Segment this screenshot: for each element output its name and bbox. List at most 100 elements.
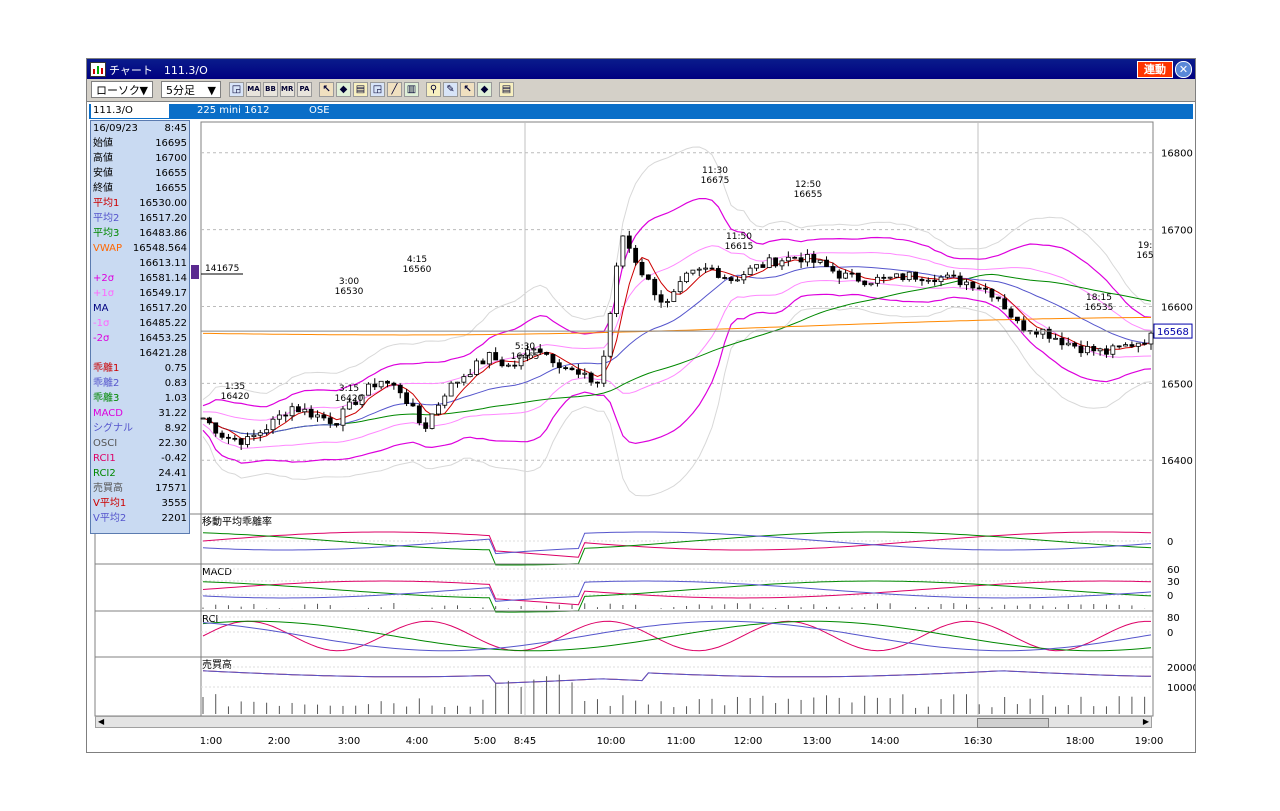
candle-body — [1148, 332, 1154, 345]
horizontal-scrollbar[interactable]: ◀ ▶ — [95, 716, 1152, 728]
candle-body — [620, 235, 626, 267]
candle-body — [378, 380, 384, 388]
candle-body — [512, 364, 518, 367]
value-row: MACD 31.22 — [93, 406, 187, 421]
value-number: 24.41 — [158, 468, 187, 479]
candle-body — [232, 437, 238, 440]
candle-body — [989, 288, 995, 298]
pointer-icon[interactable]: ✎ — [443, 82, 458, 97]
oscillator-line — [202, 531, 1152, 555]
chart-type-dropdown[interactable]: ローソク ▼ — [91, 81, 153, 98]
candle-body — [805, 254, 810, 263]
indicator-select-icon[interactable]: ◲ — [229, 82, 244, 97]
candle-body — [429, 413, 435, 429]
chevron-down-icon: ▼ — [139, 84, 148, 97]
value-row: V平均2 2201 — [93, 511, 187, 526]
compare-icon[interactable]: ▤ — [353, 82, 368, 97]
value-row: -2σ 16453.25 — [93, 331, 187, 346]
candle-body — [556, 362, 562, 369]
pa-button[interactable]: PA — [297, 82, 312, 97]
candle-body — [346, 401, 352, 410]
split-icon[interactable]: ▥ — [404, 82, 419, 97]
candle-body — [728, 277, 734, 281]
vwap-line — [203, 317, 1151, 336]
candle-body — [792, 256, 798, 259]
candle-body — [334, 423, 340, 426]
ma-button[interactable]: MA — [246, 82, 261, 97]
close-icon[interactable]: ✕ — [1175, 61, 1192, 78]
zoom-icon[interactable]: ◲ — [370, 82, 385, 97]
candle-body — [391, 382, 397, 386]
interval-value: 5分足 — [166, 84, 195, 97]
candle-body — [321, 414, 327, 419]
value-number: 16549.17 — [139, 288, 187, 299]
interval-dropdown[interactable]: 5分足 ▼ — [161, 81, 221, 98]
x-axis-label: 12:00 — [733, 736, 763, 747]
title-bar: チャート 111.3/O 連動 ✕ — [87, 59, 1195, 79]
value-row: 安値 16655 — [93, 166, 187, 181]
x-axis-label: 4:00 — [405, 736, 429, 747]
value-row: +2σ 16581.14 — [93, 271, 187, 286]
eraser-icon[interactable]: ↖ — [460, 82, 475, 97]
candle-body — [779, 260, 785, 267]
chart-area[interactable]: 16800167001660016500164001:35164203:0016… — [87, 59, 1195, 753]
price-annotation-time: 1:35 — [225, 382, 245, 392]
scroll-thumb[interactable] — [977, 718, 1049, 728]
candle-body — [1072, 342, 1078, 347]
value-row: 終値 16655 — [93, 181, 187, 196]
candle-body — [868, 282, 874, 286]
candle-icon[interactable]: ◆ — [336, 82, 351, 97]
line-tool-icon[interactable]: ▤ — [499, 82, 514, 97]
search-icon[interactable]: ◆ — [477, 82, 492, 97]
x-axis-label: 16:30 — [963, 736, 993, 747]
candle-body — [264, 429, 270, 434]
value-number: 16613.11 — [139, 258, 187, 269]
candle-body — [455, 381, 460, 384]
candle-body — [340, 408, 346, 426]
y-axis-label: 16800 — [1161, 149, 1193, 160]
candle-body — [493, 352, 499, 361]
bb-button[interactable]: BB — [263, 82, 278, 97]
x-axis-label: 10:00 — [596, 736, 626, 747]
mre-button[interactable]: MRE — [280, 82, 295, 97]
value-number: 1.03 — [164, 393, 187, 404]
sub-plot-frame — [94, 513, 1154, 717]
oscillator-line — [202, 531, 1152, 558]
x-axis-label: 8:45 — [513, 736, 537, 747]
value-label: V平均2 — [93, 513, 127, 524]
price-annotation-value: 16535 — [1085, 303, 1114, 313]
chart-type-value: ローソク — [96, 84, 140, 97]
value-number: 16655 — [155, 168, 187, 179]
line-chart-icon[interactable]: ↖ — [319, 82, 334, 97]
bb-3sigma-lower — [202, 306, 1152, 497]
value-row: 売買高 17571 — [93, 481, 187, 496]
value-row: +1σ 16549.17 — [93, 286, 187, 301]
candle-body — [665, 301, 670, 303]
candle-body — [684, 272, 689, 283]
candle-body — [404, 392, 409, 404]
candle-body — [410, 403, 416, 407]
price-annotation-value: 16655 — [794, 190, 823, 200]
candle-body — [836, 270, 842, 279]
value-number: 16517.20 — [139, 213, 187, 224]
candle-body — [531, 348, 537, 351]
value-number: -0.42 — [161, 453, 187, 464]
scroll-left-icon[interactable]: ◀ — [98, 717, 105, 726]
scroll-right-icon[interactable]: ▶ — [1142, 717, 1149, 726]
x-axis-label: 3:00 — [337, 736, 361, 747]
value-row: 始値 16695 — [93, 136, 187, 151]
candle-body — [1021, 320, 1027, 331]
value-number: 17571 — [155, 483, 187, 494]
value-number: 16581.14 — [139, 273, 187, 284]
value-number: 16421.28 — [139, 348, 187, 359]
candle-body — [289, 406, 295, 417]
price-annotation-time: 3:00 — [339, 277, 359, 287]
link-button[interactable]: 連動 — [1137, 61, 1173, 78]
value-label: +1σ — [93, 288, 115, 299]
pen-icon[interactable]: ⚲ — [426, 82, 441, 97]
settings-icon[interactable]: ╱ — [387, 82, 402, 97]
value-label: +2σ — [93, 273, 115, 284]
candle-body — [633, 247, 639, 263]
value-number: 16453.25 — [139, 333, 187, 344]
candle-body — [359, 394, 365, 405]
